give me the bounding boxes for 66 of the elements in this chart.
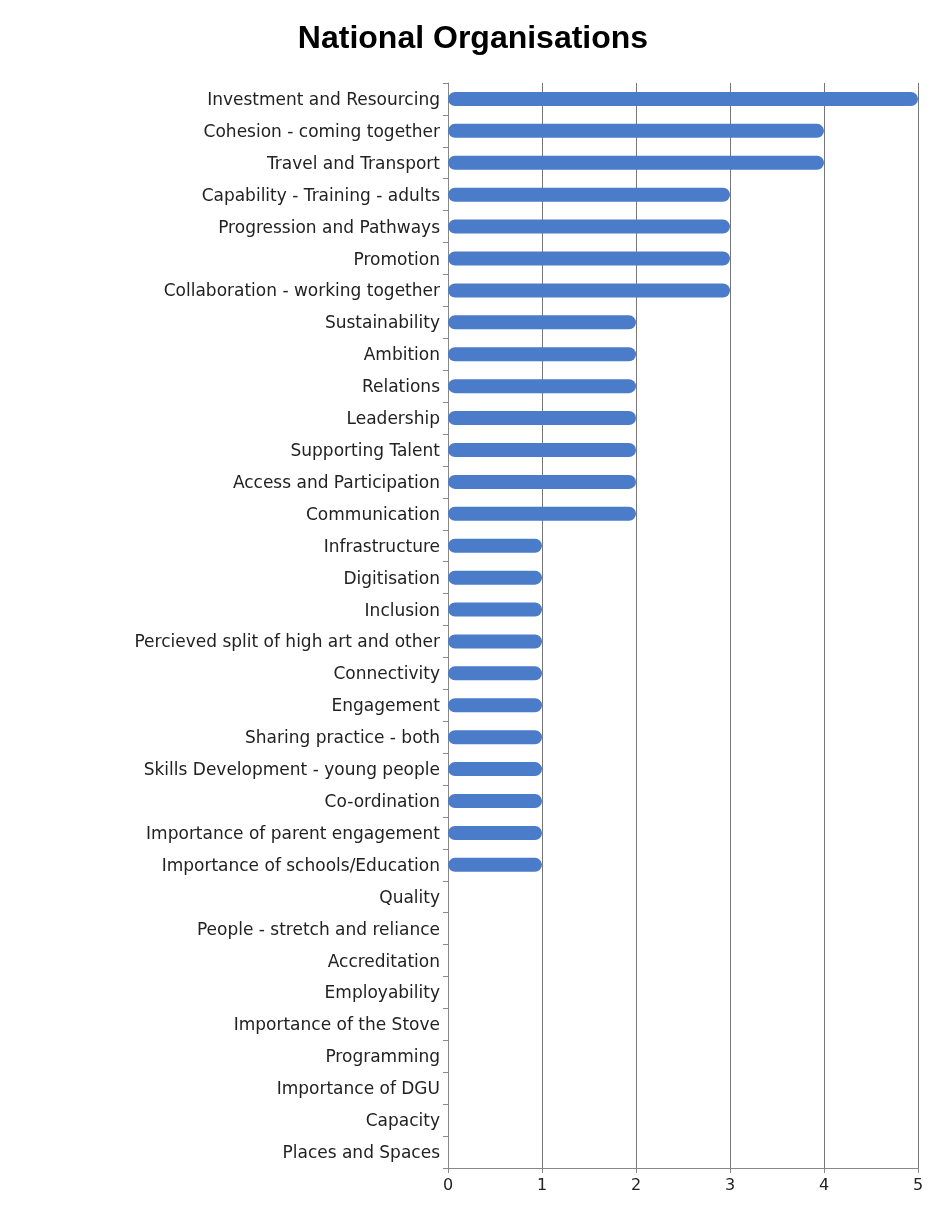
y-tick-label: Travel and Transport xyxy=(265,152,441,173)
chart-title: National Organisations xyxy=(297,19,649,55)
y-tick-label: Places and Spaces xyxy=(282,1142,441,1163)
y-tick-label: Engagement xyxy=(331,695,441,716)
bar xyxy=(448,794,542,809)
x-tick-label: 1 xyxy=(536,1174,548,1194)
bar xyxy=(448,123,824,138)
bar xyxy=(448,730,542,745)
y-tick-label: Capability - Training - adults xyxy=(201,184,441,205)
bar xyxy=(448,762,542,777)
bar xyxy=(448,602,542,617)
y-tick-label: Supporting Talent xyxy=(290,439,441,460)
y-tick-label: Accreditation xyxy=(327,950,440,971)
y-tick-label: Leadership xyxy=(346,408,440,429)
bar xyxy=(448,666,542,681)
x-tick-label: 5 xyxy=(912,1174,924,1194)
bar xyxy=(448,411,636,426)
y-tick-label: Sustainability xyxy=(324,312,440,333)
y-tick-label: Communication xyxy=(306,503,440,524)
bar xyxy=(448,379,636,394)
bar xyxy=(448,155,824,170)
y-tick-label: Skills Development - young people xyxy=(143,759,440,780)
y-tick-label: Inclusion xyxy=(364,599,440,620)
y-tick-label: People - stretch and reliance xyxy=(196,918,440,939)
bar xyxy=(448,219,730,234)
bar xyxy=(448,570,542,585)
bar xyxy=(448,538,542,553)
bar xyxy=(448,442,636,457)
y-tick-label: Importance of schools/Education xyxy=(161,854,440,875)
y-tick-label: Employability xyxy=(324,982,440,1003)
y-tick-label: Ambition xyxy=(363,344,440,365)
y-tick-label: Access and Participation xyxy=(232,471,440,492)
y-tick-label: Capacity xyxy=(365,1110,440,1131)
bar xyxy=(448,187,730,202)
y-tick-label: Quality xyxy=(379,886,440,907)
y-tick-label: Progression and Pathways xyxy=(218,216,441,237)
bar xyxy=(448,283,730,298)
y-tick-label: Cohesion - coming together xyxy=(203,120,441,141)
x-tick-label: 3 xyxy=(724,1174,736,1194)
y-tick-label: Percieved split of high art and other xyxy=(134,631,440,652)
y-tick-label: Sharing practice - both xyxy=(245,727,440,748)
bar xyxy=(448,506,636,521)
bar xyxy=(448,698,542,713)
y-tick-label: Investment and Resourcing xyxy=(207,88,440,109)
y-tick-label: Programming xyxy=(325,1046,440,1067)
y-tick-label: Digitisation xyxy=(343,567,440,588)
y-tick-label: Promotion xyxy=(353,248,440,269)
y-tick-label: Co-ordination xyxy=(324,791,440,812)
y-tick-label: Importance of the Stove xyxy=(233,1014,440,1035)
bar xyxy=(448,251,730,266)
bar xyxy=(448,857,542,872)
y-tick-label: Importance of parent engagement xyxy=(146,822,441,843)
y-tick-label: Relations xyxy=(361,376,441,397)
y-tick-label: Connectivity xyxy=(333,663,440,684)
y-tick-label: Importance of DGU xyxy=(276,1078,440,1099)
bar xyxy=(448,634,542,649)
x-tick-label: 0 xyxy=(442,1174,454,1194)
bar xyxy=(448,315,636,330)
bar xyxy=(448,91,918,106)
y-tick-label: Collaboration - working together xyxy=(163,280,440,301)
bar xyxy=(448,347,636,362)
bar xyxy=(448,474,636,489)
y-tick-label: Infrastructure xyxy=(323,535,440,556)
bar xyxy=(448,825,542,840)
x-tick-label: 2 xyxy=(630,1174,642,1194)
x-tick-label: 4 xyxy=(818,1174,830,1194)
